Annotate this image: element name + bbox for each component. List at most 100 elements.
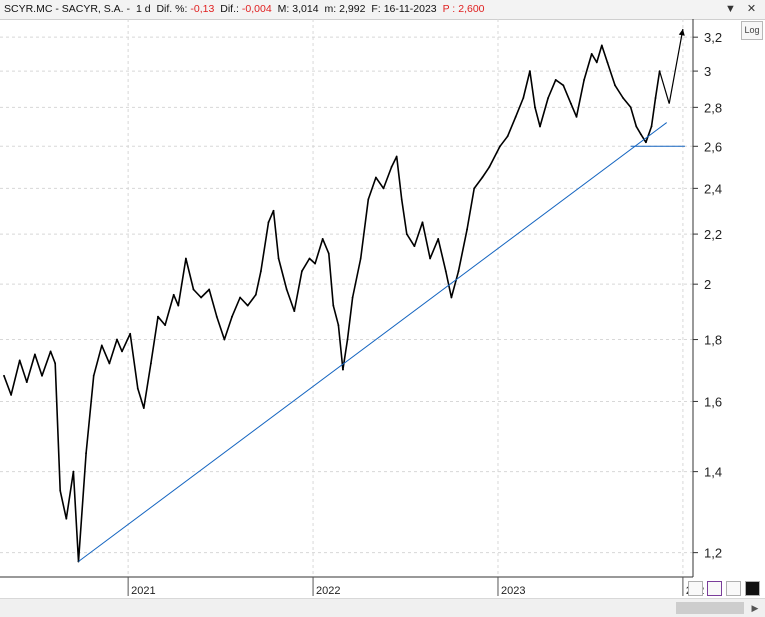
y-tick-label: 2,2 xyxy=(704,227,722,242)
price-point xyxy=(499,145,501,148)
price-point xyxy=(374,176,377,179)
price-point xyxy=(539,125,541,128)
price-point xyxy=(367,198,370,201)
color-swatch-icon[interactable] xyxy=(745,581,760,596)
price-point xyxy=(277,257,280,260)
y-tick-label: 1,8 xyxy=(704,333,722,348)
price-point xyxy=(108,362,111,365)
save-icon[interactable] xyxy=(707,581,722,596)
dif-pct-label: Dif. %: xyxy=(156,3,188,15)
projection-arrow-line xyxy=(659,28,684,104)
price-point xyxy=(562,84,565,87)
price-point xyxy=(121,350,123,353)
price-point xyxy=(129,332,132,335)
price-point xyxy=(359,257,362,260)
price-point xyxy=(321,237,324,240)
price-point xyxy=(177,304,180,307)
price-point xyxy=(629,106,632,109)
support-trendline xyxy=(78,122,667,562)
price-point xyxy=(142,407,145,409)
price-point xyxy=(534,106,536,109)
price-point xyxy=(342,368,344,371)
price-point xyxy=(654,97,657,99)
date-label: F: xyxy=(371,3,381,15)
min-value: 2,992 xyxy=(339,3,366,15)
scrollbar-thumb[interactable] xyxy=(676,602,744,614)
y-tick-label: 1,4 xyxy=(704,465,722,480)
price-point xyxy=(622,97,625,99)
y-tick-label: 3 xyxy=(704,64,711,79)
price-point xyxy=(285,288,288,291)
price-point xyxy=(395,155,398,158)
horizontal-scrollbar[interactable]: ▶ xyxy=(0,598,765,617)
ticker-label: SCYR.MC - SACYR, S.A. - xyxy=(4,3,131,15)
price-point xyxy=(421,221,424,224)
log-scale-button[interactable]: Log xyxy=(741,21,763,40)
price-point xyxy=(231,315,233,318)
price-chart[interactable]: 1,2 1,4 1,6 1,8 2 2,2 2,4 2,6 2,8 3 3,2 2021 2022 20… xyxy=(0,19,765,616)
price-point xyxy=(382,187,385,190)
price-point xyxy=(639,133,642,136)
price-series-line xyxy=(3,44,661,563)
price-point xyxy=(18,359,21,362)
price-point xyxy=(488,166,491,168)
projection-arrowhead xyxy=(678,29,685,36)
price-point xyxy=(150,362,152,365)
price-point xyxy=(85,452,87,455)
y-tick-layer: 1,2 1,4 1,6 1,8 2 2,2 2,4 2,6 2,8 3 3,2 xyxy=(693,30,722,561)
close-icon[interactable]: ✕ xyxy=(746,3,757,15)
price-point xyxy=(606,61,609,64)
price-point xyxy=(405,233,408,235)
price-point xyxy=(59,489,62,492)
y-tick-label: 2,6 xyxy=(704,139,722,154)
price-point xyxy=(293,310,296,313)
pin-icon[interactable] xyxy=(726,581,741,596)
price-point xyxy=(116,338,118,341)
price-point xyxy=(346,338,349,341)
price-point xyxy=(466,228,468,231)
price-point xyxy=(301,270,303,273)
price-point xyxy=(473,187,476,190)
price-point xyxy=(437,237,440,240)
menu-dropdown-icon[interactable]: ▼ xyxy=(725,3,736,15)
scroll-right-icon[interactable]: ▶ xyxy=(751,603,759,613)
price-point xyxy=(351,296,354,299)
price-point xyxy=(337,324,340,327)
x-tick-layer: 202120222023202 xyxy=(127,577,704,597)
price-point xyxy=(522,97,525,99)
price-point xyxy=(327,252,330,255)
date-value: 16-11-2023 xyxy=(383,3,437,15)
price-value: 2,600 xyxy=(458,3,485,15)
price-point xyxy=(645,141,647,144)
price-point xyxy=(444,270,447,273)
price-point xyxy=(614,84,616,87)
price-point xyxy=(267,221,270,224)
price-point xyxy=(600,44,603,47)
price-point xyxy=(575,115,578,118)
price-point xyxy=(10,394,12,396)
price-point xyxy=(54,362,57,365)
grid-layer xyxy=(0,19,693,577)
price-point xyxy=(184,257,187,260)
price-point xyxy=(570,102,572,105)
price-point xyxy=(390,166,393,168)
price-point xyxy=(215,315,218,318)
min-label: m: xyxy=(324,3,337,15)
price-point xyxy=(246,304,249,307)
chart-type-icon[interactable] xyxy=(688,581,703,596)
dif-label: Dif.: xyxy=(220,3,239,15)
y-tick-label: 3,2 xyxy=(704,30,722,45)
bottom-toolbar xyxy=(688,580,765,598)
x-tick-label: 2022 xyxy=(316,585,340,597)
price-point xyxy=(172,293,175,296)
price-point xyxy=(481,176,484,179)
price-point xyxy=(547,97,550,99)
price-point xyxy=(314,262,316,265)
price-point xyxy=(413,245,416,248)
price-point xyxy=(259,270,262,273)
price-point xyxy=(650,125,653,128)
price-point xyxy=(25,381,28,383)
max-label: M: xyxy=(277,3,290,15)
y-tick-label: 2 xyxy=(704,277,711,292)
price-point xyxy=(34,353,36,356)
